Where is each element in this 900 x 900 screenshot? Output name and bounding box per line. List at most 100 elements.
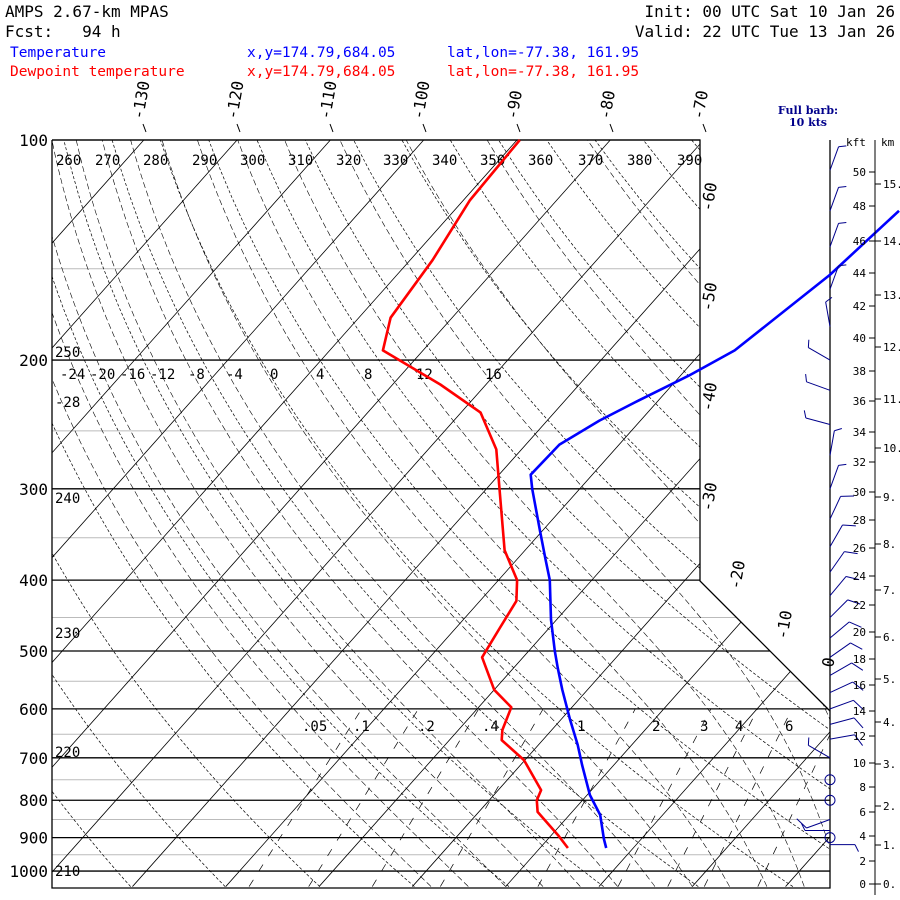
wind-barb-flag [834,428,842,432]
barb-note-line2: 10 kts [789,116,827,129]
dry-adiabat-label: 240 [55,491,80,507]
isotherm-label: -30 [697,481,721,513]
wind-barb-staff [805,417,831,425]
legend-xy: x,y=174.79,684.05 [247,64,395,80]
isotherm-line [52,140,238,887]
wind-barb-flag [838,221,847,224]
km-label: 8. [883,538,896,551]
mixing-ratio-label: 3 [700,719,708,735]
wind-barb-staff [806,381,831,391]
wind-barb-flag [853,717,864,729]
isotherm-line [505,140,830,887]
kft-label: 44 [853,267,867,280]
wind-barb-flag [853,699,864,710]
isotherm-line [52,140,611,887]
wind-barb [829,621,862,639]
mixing-ratio-line [703,708,793,887]
isotherm-line [52,140,331,887]
init-time: Init: 00 UTC Sat 10 Jan 26 [645,2,895,21]
dewpoint-profile-line [381,139,569,849]
mixing-ratio-line [757,708,830,887]
km-label: 6. [883,631,896,644]
isotherm-tick [609,123,614,133]
moist-adiabat-label: -16 [120,367,145,383]
isotherm-line [132,140,798,887]
dry-adiabat-label: 320 [336,153,361,169]
dry-adiabat-label: 300 [240,153,265,169]
km-label: 11. [883,393,900,406]
wind-barb-flag [844,551,858,555]
isotherm-tick [236,123,241,133]
dry-adiabat-label: 340 [432,153,457,169]
moist-adiabat-line [75,140,581,887]
moist-adiabat-line [339,140,830,887]
legend-dewpoint: Dewpoint temperature x,y=174.79,684.05 l… [10,64,639,80]
wind-barb [829,662,864,676]
km-label: 5. [883,673,896,686]
kft-axis-title: kft [846,136,866,149]
mixing-ratio-line [667,708,758,887]
wind-barb-staff [829,465,840,489]
dry-adiabat-label: 230 [55,626,80,642]
wind-barb [829,717,864,729]
isotherm-line [318,140,830,887]
pressure-tick-label: 600 [19,700,48,719]
dry-adiabat-label: 290 [192,153,217,169]
kft-label: 4 [859,830,866,843]
isotherm-label: -50 [697,281,721,313]
moist-adiabat-label: -8 [188,367,205,383]
kft-label: 6 [859,806,866,819]
isotherm-label: -80 [595,89,619,121]
legend-latlon: lat,lon=-77.38, 161.95 [447,45,639,61]
pressure-tick-label: 200 [19,351,48,370]
wind-barb-flag [803,410,807,419]
wind-barb [829,264,847,290]
dry-adiabat-label: 310 [288,153,313,169]
moist-adiabat-label: 16 [485,367,502,383]
wind-barb [801,823,830,831]
isotherm-tick [422,123,427,133]
wind-barb-flag [825,296,833,303]
isotherm-line [0,140,51,887]
kft-label: 46 [853,235,866,248]
wind-barb-staff [808,744,831,759]
isotherm-line [598,140,830,887]
pressure-tick-label: 1000 [9,862,48,881]
km-label: 7. [883,584,896,597]
wind-barb-flag [801,823,806,831]
kft-label: 16 [853,679,866,692]
moist-adiabat-line [52,140,544,887]
km-label: 10. [883,442,900,455]
wind-barb-flag [805,373,808,382]
wind-barb [829,576,860,596]
kft-label: 34 [853,426,867,439]
wind-barb-flag [850,642,863,650]
kft-label: 12 [853,730,866,743]
dry-adiabat-line [52,140,226,887]
dry-adiabat-label: 330 [383,153,408,169]
moist-adiabat-line [52,140,506,887]
mixing-ratio-label: 2 [652,719,660,735]
wind-barb-flag [845,576,860,581]
wind-barb [803,410,831,425]
kft-label: 18 [853,653,866,666]
isotherm-label: -100 [408,79,433,120]
mixing-ratio-line [372,708,480,887]
moist-adiabat-line [237,140,768,887]
dry-adiabat-label: -28 [55,395,80,411]
pressure-tick-label: 400 [19,571,48,590]
moist-adiabat-line [101,140,618,887]
kft-label: 42 [853,300,866,313]
pressure-tick-label: 300 [19,480,48,499]
km-label: 1. [883,839,896,852]
isotherm-label: -110 [315,79,340,120]
isotherm-label: -20 [725,559,749,591]
wind-barb-flag [838,185,847,188]
wind-barb-staff [806,819,831,829]
dry-adiabat-label: 380 [627,153,652,169]
mixing-ratio-label: 1 [577,719,585,735]
wind-barb-staff [829,551,845,573]
mixing-ratio-label: 6 [785,719,793,735]
wind-barb [825,296,833,327]
wind-barb [829,221,847,248]
